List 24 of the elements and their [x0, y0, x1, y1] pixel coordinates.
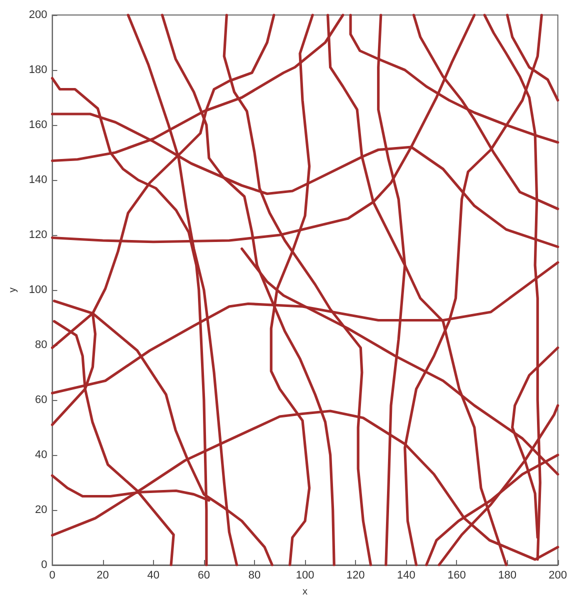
- x-tick-label: 180: [498, 570, 516, 582]
- y-tick-label: 140: [28, 174, 48, 186]
- y-tick-label: 100: [28, 284, 48, 296]
- y-tick-label: 60: [35, 394, 48, 406]
- x-tick-label: 20: [96, 570, 109, 582]
- y-tick-label: 40: [35, 449, 48, 461]
- x-tick-label: 0: [49, 570, 56, 582]
- x-tick-label: 200: [548, 570, 568, 582]
- y-tick-label: 120: [28, 229, 48, 241]
- x-tick-label: 140: [396, 570, 416, 582]
- x-axis-title: x: [302, 586, 308, 598]
- y-tick-label: 180: [28, 64, 48, 76]
- y-axis-title: y: [8, 288, 18, 292]
- y-tick-label: 20: [35, 504, 48, 516]
- y-tick-label: 80: [35, 339, 48, 351]
- x-tick-label: 100: [296, 570, 314, 582]
- x-tick-label: 60: [198, 570, 210, 582]
- y-tick-label: 0: [41, 559, 48, 571]
- x-tick-label: 160: [448, 570, 466, 582]
- x-tick-label: 80: [248, 570, 261, 582]
- y-tick-label: 200: [28, 9, 48, 21]
- y-tick-label: 160: [28, 119, 48, 131]
- x-tick-label: 120: [346, 570, 365, 582]
- x-tick-label: 40: [147, 570, 160, 582]
